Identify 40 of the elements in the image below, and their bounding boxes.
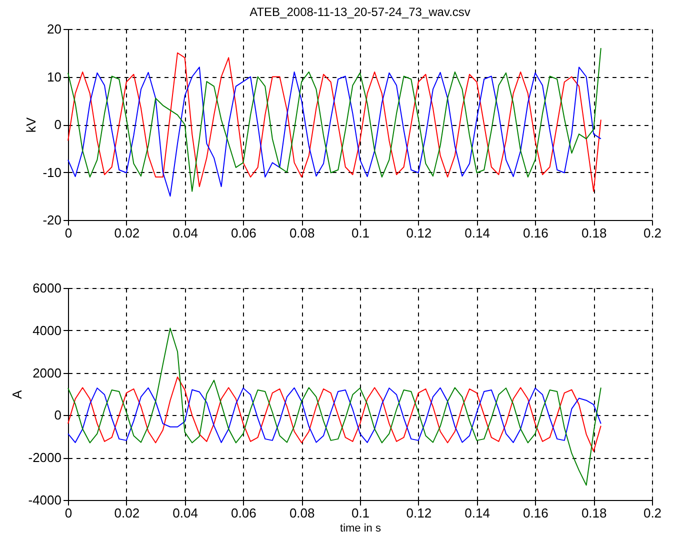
x-tick-label: 0.14 [464, 226, 490, 240]
x-tick-label: 0.1 [351, 506, 370, 520]
chart-title: ATEB_2008-11-13_20-57-24_73_wav.csv [250, 5, 470, 19]
x-tick-label: 0.16 [523, 506, 548, 520]
y-tick-label: 0 [54, 117, 62, 132]
y-tick-label: 6000 [32, 280, 62, 296]
x-tick-label: 0.12 [406, 226, 432, 240]
x-tick-label: 0.08 [289, 506, 315, 520]
y-tick-label: 0 [54, 408, 62, 423]
x-tick-label: 0.02 [114, 226, 140, 240]
x-tick-label: 0.1 [351, 226, 370, 240]
y-tick-label: 10 [47, 69, 62, 84]
x-tick-label: 0.02 [114, 506, 140, 520]
x-tick-label: 0.14 [464, 506, 490, 520]
line-series [68, 387, 602, 444]
x-tick-label: 0.12 [406, 506, 432, 520]
x-tick-label: 0 [64, 226, 72, 240]
y-tick-label: -2000 [28, 450, 62, 466]
y-tick-label: 20 [47, 22, 62, 36]
x-tick-label: 0.06 [231, 226, 256, 240]
y-axis-title: kV [24, 117, 39, 133]
y-axis-title: A [9, 390, 24, 399]
line-series [68, 328, 602, 486]
y-tick-label: 4000 [32, 322, 62, 338]
x-tick-label: 0.08 [289, 226, 315, 240]
x-tick-label: 0.16 [523, 226, 548, 240]
x-tick-label: 0.04 [172, 226, 198, 240]
y-tick-label: -4000 [28, 492, 62, 508]
x-tick-label: 0.06 [231, 506, 256, 520]
y-tick-label: -10 [42, 164, 62, 180]
x-tick-label: 0.2 [643, 506, 662, 520]
y-tick-label: 2000 [32, 365, 62, 380]
x-tick-label: 0.04 [172, 506, 198, 520]
x-tick-label: 0 [64, 506, 72, 520]
x-axis-title: time in s [340, 522, 382, 534]
x-tick-label: 0.2 [643, 226, 662, 240]
x-tick-label: 0.18 [581, 506, 607, 520]
line-series [68, 376, 602, 452]
x-tick-label: 0.18 [581, 226, 607, 240]
y-tick-label: -20 [42, 212, 62, 228]
